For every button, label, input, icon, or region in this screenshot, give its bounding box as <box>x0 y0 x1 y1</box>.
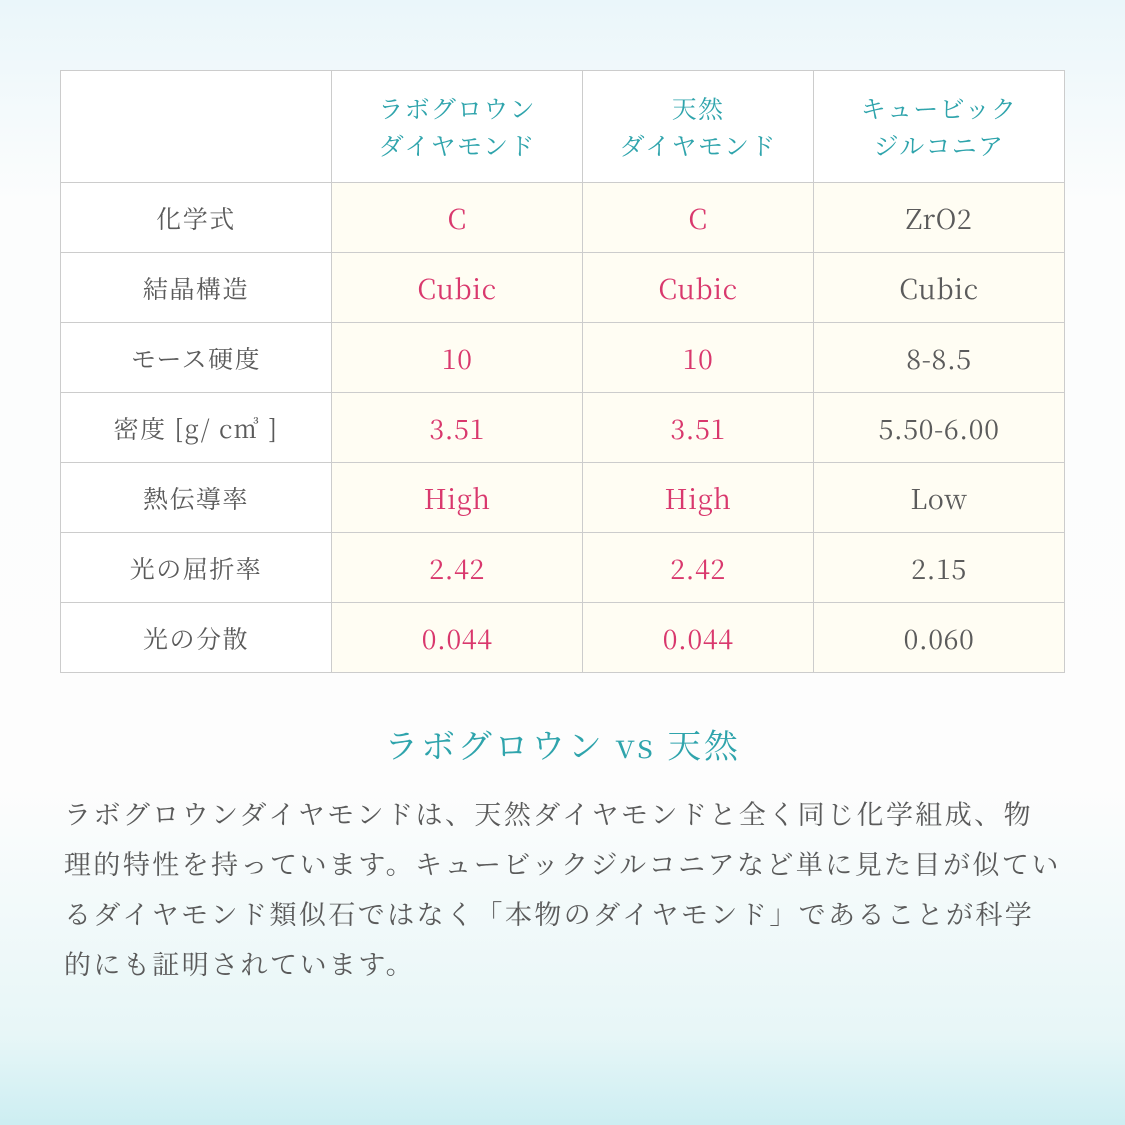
header-line: ラボグロウン <box>378 90 536 126</box>
table-header-empty <box>61 71 332 183</box>
header-line: キュービック <box>861 90 1018 126</box>
cell-natural: 0.044 <box>583 603 814 673</box>
table-row: モース硬度 10 10 8-8.5 <box>61 323 1065 393</box>
comparison-table-container: ラボグロウン ダイヤモンド 天然 ダイヤモンド キュービック ジルコニア 化学式… <box>60 70 1065 673</box>
cell-cz: ZrO2 <box>813 183 1064 253</box>
table-row: 光の分散 0.044 0.044 0.060 <box>61 603 1065 673</box>
cell-natural: High <box>583 463 814 533</box>
cell-natural: C <box>583 183 814 253</box>
table-row: 光の屈折率 2.42 2.42 2.15 <box>61 533 1065 603</box>
row-label: 結晶構造 <box>61 253 332 323</box>
table-header-natural: 天然 ダイヤモンド <box>583 71 814 183</box>
row-label: 光の屈折率 <box>61 533 332 603</box>
section-heading: ラボグロウン vs 天然 <box>60 719 1065 768</box>
table-row: 密度 [g/ c㎥ ] 3.51 3.51 5.50-6.00 <box>61 393 1065 463</box>
cell-labgrown: High <box>332 463 583 533</box>
cell-cz: 0.060 <box>813 603 1064 673</box>
table-header-cz: キュービック ジルコニア <box>813 71 1064 183</box>
header-line: 天然 <box>672 90 725 126</box>
row-label: 光の分散 <box>61 603 332 673</box>
cell-natural: Cubic <box>583 253 814 323</box>
section-paragraph: ラボグロウンダイヤモンドは、天然ダイヤモンドと全く同じ化学組成、物理的特性を持っ… <box>60 788 1065 988</box>
cell-labgrown: C <box>332 183 583 253</box>
cell-natural: 2.42 <box>583 533 814 603</box>
cell-natural: 3.51 <box>583 393 814 463</box>
table-row: 化学式 C C ZrO2 <box>61 183 1065 253</box>
cell-cz: 2.15 <box>813 533 1064 603</box>
table-header-row: ラボグロウン ダイヤモンド 天然 ダイヤモンド キュービック ジルコニア <box>61 71 1065 183</box>
table-header-labgrown: ラボグロウン ダイヤモンド <box>332 71 583 183</box>
row-label: 熱伝導率 <box>61 463 332 533</box>
table-row: 熱伝導率 High High Low <box>61 463 1065 533</box>
cell-cz: 8-8.5 <box>813 323 1064 393</box>
row-label: 化学式 <box>61 183 332 253</box>
cell-cz: 5.50-6.00 <box>813 393 1064 463</box>
row-label: モース硬度 <box>61 323 332 393</box>
header-line: ダイヤモンド <box>620 127 777 163</box>
cell-natural: 10 <box>583 323 814 393</box>
header-line: ジルコニア <box>874 127 1005 163</box>
cell-labgrown: 0.044 <box>332 603 583 673</box>
comparison-table: ラボグロウン ダイヤモンド 天然 ダイヤモンド キュービック ジルコニア 化学式… <box>60 70 1065 673</box>
table-row: 結晶構造 Cubic Cubic Cubic <box>61 253 1065 323</box>
header-line: ダイヤモンド <box>379 127 536 163</box>
cell-labgrown: 10 <box>332 323 583 393</box>
cell-labgrown: 2.42 <box>332 533 583 603</box>
cell-labgrown: Cubic <box>332 253 583 323</box>
cell-cz: Low <box>813 463 1064 533</box>
row-label: 密度 [g/ c㎥ ] <box>61 393 332 463</box>
cell-labgrown: 3.51 <box>332 393 583 463</box>
cell-cz: Cubic <box>813 253 1064 323</box>
